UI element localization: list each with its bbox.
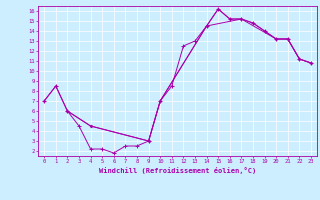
X-axis label: Windchill (Refroidissement éolien,°C): Windchill (Refroidissement éolien,°C) — [99, 167, 256, 174]
